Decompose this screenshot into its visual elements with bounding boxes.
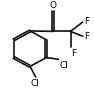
Text: F: F xyxy=(84,32,89,41)
Text: O: O xyxy=(50,1,57,10)
Text: F: F xyxy=(71,49,76,58)
Text: Cl: Cl xyxy=(59,61,68,70)
Text: Cl: Cl xyxy=(30,79,39,88)
Text: F: F xyxy=(84,17,89,26)
